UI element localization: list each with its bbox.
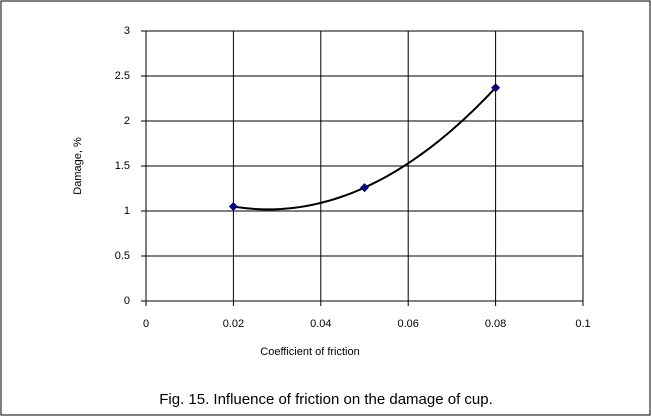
y-axis-label: Damage, % — [72, 137, 84, 195]
caption: Fig. 15. Influence of friction on the da… — [159, 391, 493, 408]
point — [491, 83, 501, 93]
point — [360, 183, 369, 193]
y-tick-label: 1 — [124, 205, 130, 217]
y-tick-label: 2 — [124, 115, 130, 127]
x-axis-label: Coefficient of friction — [260, 346, 359, 358]
y-tick-label: 0 — [124, 295, 130, 307]
x-tick-label: 0.08 — [485, 318, 506, 330]
y-tick-label: 2.5 — [115, 70, 130, 82]
x-tick-label: 0.06 — [397, 318, 418, 330]
y-tick-label: 0.5 — [115, 250, 130, 262]
y-tick-label: 3 — [124, 25, 130, 37]
x-tick-label: 0.04 — [310, 318, 331, 330]
x-tick-label: 0 — [143, 318, 149, 330]
x-tick-label: 0.02 — [223, 318, 244, 330]
point — [228, 202, 238, 211]
y-tick-label: 1.5 — [115, 160, 130, 172]
x-tick-label: 0.1 — [575, 318, 590, 330]
